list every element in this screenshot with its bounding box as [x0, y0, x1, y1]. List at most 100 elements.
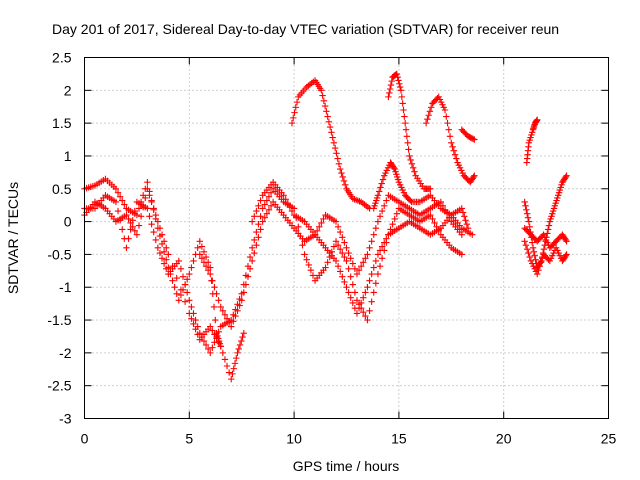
data-point	[372, 257, 380, 265]
data-point	[265, 193, 273, 200]
data-point	[458, 231, 465, 238]
data-point	[368, 270, 375, 278]
y-tick-label: -0.5	[47, 246, 71, 262]
data-point	[119, 197, 126, 204]
data-point	[238, 337, 245, 345]
data-point	[261, 201, 268, 208]
data-point	[228, 323, 235, 330]
data-point	[196, 251, 203, 258]
y-tick-label: -1.5	[47, 312, 71, 328]
data-point	[529, 244, 537, 252]
data-point	[426, 108, 434, 115]
data-point	[318, 87, 325, 94]
data-point	[461, 213, 468, 220]
data-point	[408, 160, 416, 168]
data-point	[355, 305, 363, 312]
data-point	[318, 219, 325, 227]
data-point	[349, 260, 356, 267]
data-point	[139, 203, 147, 211]
data-point	[231, 360, 239, 367]
data-point	[534, 270, 541, 278]
data-point	[228, 375, 235, 383]
data-point	[255, 234, 262, 241]
data-point	[286, 203, 294, 211]
chart-title: Day 201 of 2017, Sidereal Day-to-day VTE…	[52, 21, 559, 37]
data-point	[526, 223, 533, 231]
data-point	[238, 297, 245, 304]
x-tick-label: 20	[496, 431, 512, 447]
data-point	[362, 289, 369, 296]
series-sat-c	[81, 185, 247, 383]
data-point	[225, 319, 233, 326]
data-point	[370, 289, 377, 296]
data-point	[378, 180, 385, 187]
data-point	[259, 205, 266, 212]
data-point	[215, 328, 222, 336]
data-point	[234, 307, 241, 315]
data-point	[204, 345, 212, 353]
data-point	[112, 198, 120, 206]
data-point	[332, 257, 340, 265]
data-point	[400, 106, 407, 114]
data-point	[387, 81, 395, 89]
data-point	[211, 331, 218, 338]
data-point	[376, 263, 384, 270]
data-point	[534, 116, 541, 124]
data-point	[445, 126, 452, 133]
y-tick-label: 0	[64, 214, 72, 230]
y-tick-label: 2	[64, 82, 72, 98]
data-point	[194, 244, 201, 252]
data-point	[158, 255, 166, 262]
data-point	[200, 248, 208, 255]
data-points	[81, 70, 570, 383]
data-point	[282, 196, 289, 203]
data-point	[129, 223, 136, 231]
data-point	[364, 284, 371, 291]
data-point	[156, 249, 164, 257]
data-point	[230, 318, 237, 325]
data-point	[453, 155, 460, 162]
data-point	[381, 239, 388, 246]
data-point	[246, 253, 254, 261]
data-point	[207, 323, 214, 330]
y-tick-label: -2	[59, 345, 72, 361]
data-point	[364, 251, 371, 258]
data-point	[307, 266, 315, 274]
data-point	[521, 238, 528, 245]
data-point	[427, 211, 434, 219]
data-point	[320, 97, 328, 105]
data-point	[459, 209, 467, 216]
data-point	[144, 179, 151, 186]
data-point	[255, 202, 262, 210]
data-point	[221, 356, 229, 363]
data-point	[374, 251, 382, 258]
data-point	[292, 104, 299, 111]
data-point	[370, 231, 377, 238]
data-point	[175, 257, 183, 265]
data-point	[405, 146, 412, 153]
data-point	[377, 184, 384, 191]
data-point	[525, 218, 533, 225]
data-point	[221, 311, 229, 318]
data-point	[253, 228, 260, 236]
data-point	[343, 257, 350, 265]
data-point	[385, 93, 392, 101]
data-point	[144, 205, 151, 212]
x-tick-label: 10	[286, 431, 302, 447]
data-point	[523, 210, 531, 217]
data-point	[223, 315, 231, 322]
data-point	[337, 228, 344, 236]
data-point	[259, 218, 266, 225]
data-point	[353, 270, 361, 278]
data-point	[364, 316, 371, 324]
data-point	[257, 213, 264, 220]
data-point	[398, 93, 406, 101]
data-point	[257, 197, 264, 204]
data-point	[402, 126, 410, 133]
data-point	[388, 77, 395, 85]
data-point	[133, 211, 141, 219]
data-point	[355, 266, 363, 274]
data-point	[186, 297, 193, 304]
data-point	[347, 273, 354, 280]
data-point	[301, 251, 308, 258]
